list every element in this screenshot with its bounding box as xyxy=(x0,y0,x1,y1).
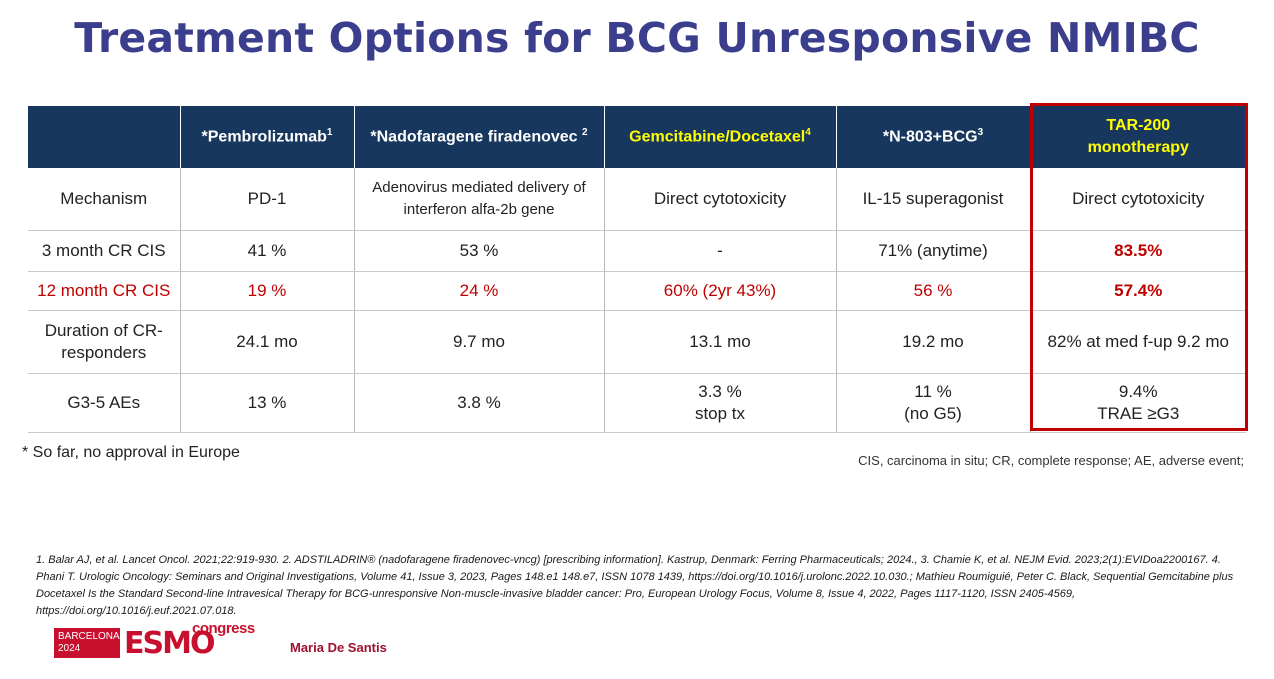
table-row-3-month-cr: 3 month CR CIS 41 % 53 % - 71% (anytime)… xyxy=(28,230,1246,272)
logo-year: 2024 xyxy=(58,643,81,654)
table-cell: 9.7 mo xyxy=(354,310,605,374)
header-gemcitabine-docetaxel: Gemcitabine/Docetaxel4 xyxy=(604,106,837,168)
logo-brand: ESMO xyxy=(124,626,215,661)
table-header-row: *Pembrolizumab1 *Nadofaragene firadenove… xyxy=(28,106,1246,168)
references: 1. Balar AJ, et al. Lancet Oncol. 2021;2… xyxy=(36,554,1234,617)
table-row-12-month-cr: 12 month CR CIS 19 % 24 % 60% (2yr 43%) … xyxy=(28,271,1246,311)
table-cell: 56 % xyxy=(836,271,1031,311)
row-label: Mechanism xyxy=(28,168,181,231)
table-cell: PD-1 xyxy=(180,168,355,231)
approval-footnote: * So far, no approval in Europe xyxy=(22,444,240,461)
barcelona-2024-badge: BARCELONA 2024 xyxy=(54,628,120,658)
table-cell: 9.4% TRAE ≥G3 xyxy=(1030,373,1246,433)
header-nadofaragene: *Nadofaragene firadenovec 2 xyxy=(354,106,605,168)
table-cell: 71% (anytime) xyxy=(836,230,1031,272)
header-empty-cell xyxy=(28,106,181,168)
table-row-g3-5-aes: G3-5 AEs 13 % 3.8 % 3.3 % stop tx 11 % (no… xyxy=(28,373,1246,433)
table-cell: Direct cytotoxicity xyxy=(604,168,837,231)
slide-title: Treatment Options for BCG Unresponsive N… xyxy=(74,14,1200,62)
table-cell: 11 % (no G5) xyxy=(836,373,1031,433)
abbreviations-footnote: CIS, carcinoma in situ; CR, complete res… xyxy=(858,453,1244,468)
table-cell: 60% (2yr 43%) xyxy=(604,271,837,311)
table-row-duration: Duration of CR-responders 24.1 mo 9.7 mo… xyxy=(28,310,1246,374)
row-label: 3 month CR CIS xyxy=(28,230,181,272)
header-tar200: TAR-200 monotherapy xyxy=(1030,106,1246,168)
row-label: Duration of CR-responders xyxy=(28,310,181,374)
header-pembrolizumab: *Pembrolizumab1 xyxy=(180,106,355,168)
logo-city: BARCELONA xyxy=(58,631,120,642)
table-cell: Adenovirus mediated delivery of interfero… xyxy=(354,168,605,231)
table-cell: - xyxy=(604,230,837,272)
table-cell: 24 % xyxy=(354,271,605,311)
table-cell: 13 % xyxy=(180,373,355,433)
presenter-name: Maria De Santis xyxy=(290,640,387,655)
table-cell: 3.3 % stop tx xyxy=(604,373,837,433)
table-cell: 41 % xyxy=(180,230,355,272)
table-cell: 83.5% xyxy=(1030,230,1246,272)
logo-event: congress xyxy=(192,620,255,637)
table-cell: Direct cytotoxicity xyxy=(1030,168,1246,231)
table-cell: 3.8 % xyxy=(354,373,605,433)
table-cell: 19 % xyxy=(180,271,355,311)
table-cell: IL-15 superagonist xyxy=(836,168,1031,231)
table-cell: 82% at med f-up 9.2 mo xyxy=(1030,310,1246,374)
table-cell: 24.1 mo xyxy=(180,310,355,374)
table-cell: 13.1 mo xyxy=(604,310,837,374)
table-cell: 19.2 mo xyxy=(836,310,1031,374)
header-n803-bcg: *N-803+BCG3 xyxy=(836,106,1031,168)
table-row-mechanism: Mechanism PD-1 Adenovirus mediated deliv… xyxy=(28,168,1246,231)
row-label: 12 month CR CIS xyxy=(28,271,181,311)
treatment-comparison-table: *Pembrolizumab1 *Nadofaragene firadenove… xyxy=(28,106,1246,433)
row-label: G3-5 AEs xyxy=(28,373,181,433)
table-cell: 57.4% xyxy=(1030,271,1246,311)
table-cell: 53 % xyxy=(354,230,605,272)
